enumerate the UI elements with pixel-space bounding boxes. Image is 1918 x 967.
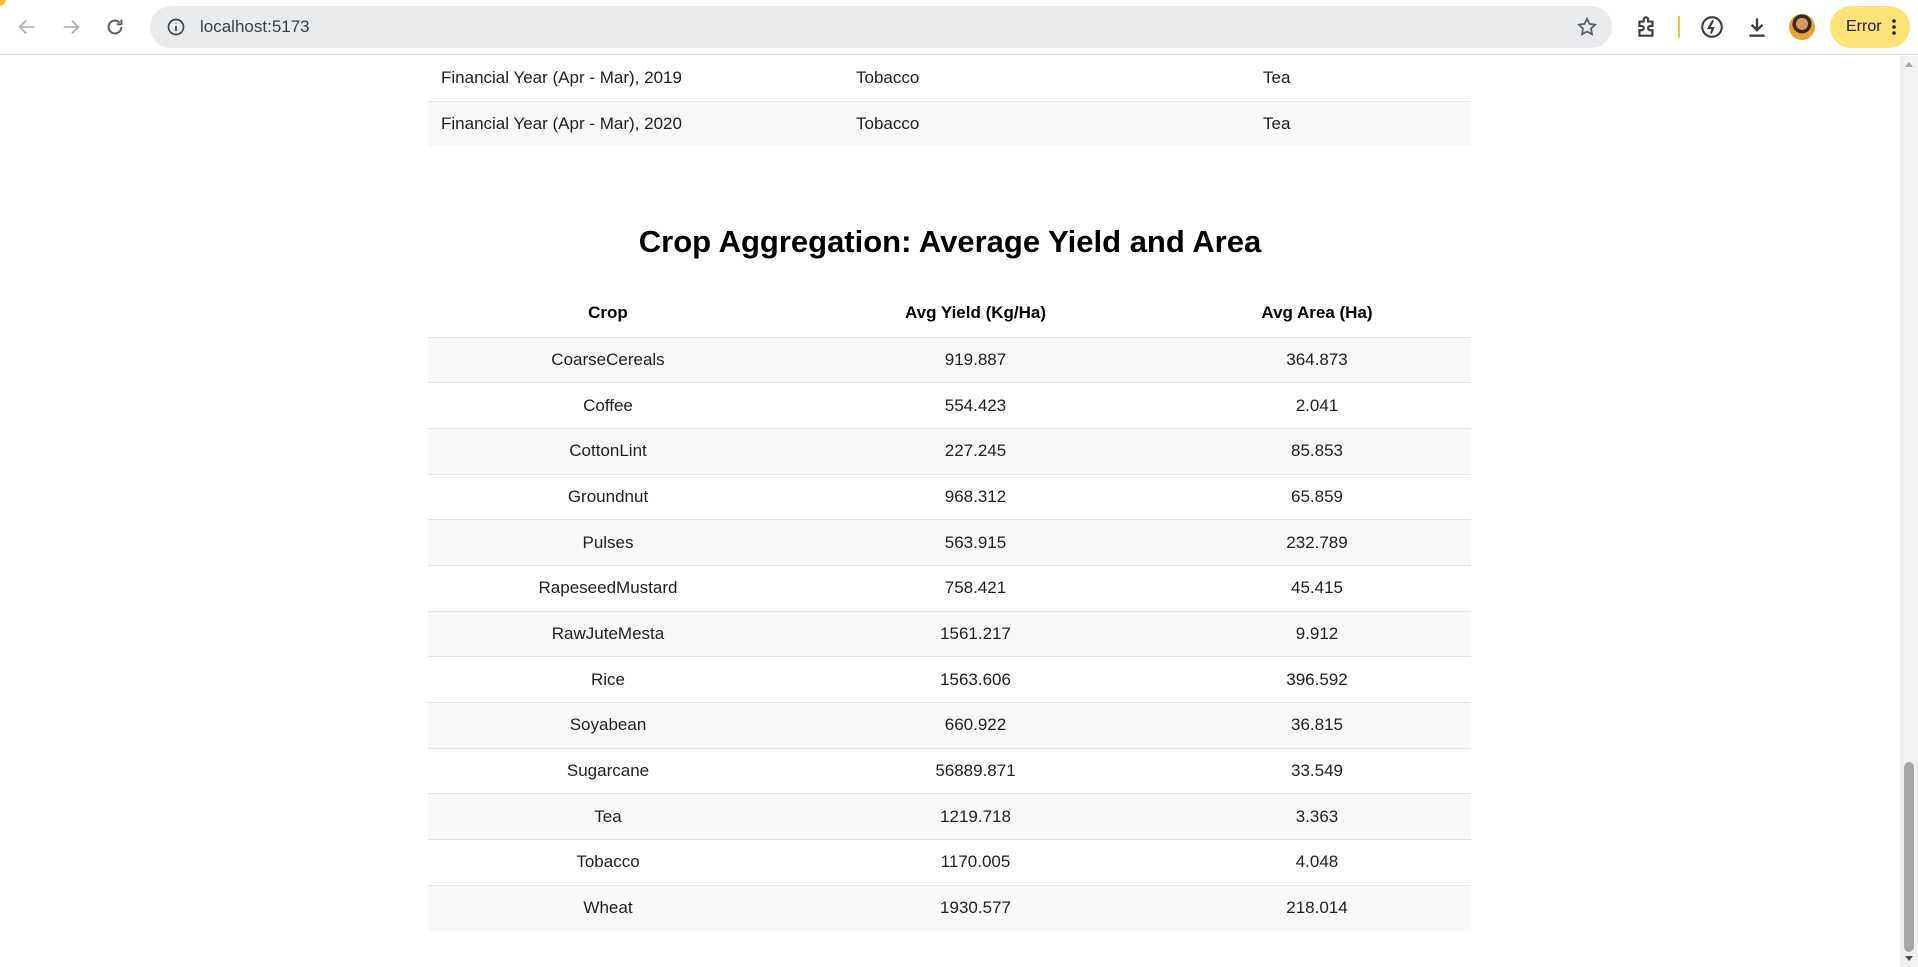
area-cell: 364.873 (1163, 337, 1471, 384)
crop-cell: RapeseedMustard (428, 565, 788, 612)
puzzle-icon[interactable] (1634, 14, 1660, 40)
yield-cell: 660.922 (788, 702, 1163, 749)
yield-cell: 56889.871 (788, 748, 1163, 795)
section-title: Crop Aggregation: Average Yield and Area (638, 224, 1262, 259)
star-icon[interactable] (1576, 16, 1598, 38)
table-row: RapeseedMustard 758.421 45.415 (428, 565, 1471, 612)
site-info-button[interactable] (156, 7, 196, 47)
scroll-up-arrow[interactable] (1905, 62, 1913, 67)
crop-cell: Tea (428, 793, 788, 841)
table-cell: Financial Year (Apr - Mar), 2019 (428, 56, 843, 102)
area-cell: 3.363 (1163, 793, 1471, 841)
toolbar-separator (1678, 16, 1680, 38)
table-row: Coffee 554.423 2.041 (428, 382, 1471, 429)
crop-cell: CottonLint (428, 428, 788, 475)
reload-icon (107, 19, 123, 35)
page-content: Financial Year (Apr - Mar), 2019 Tobacco… (0, 56, 1900, 967)
kebab-menu-icon[interactable] (1892, 19, 1896, 35)
yield-cell: 758.421 (788, 565, 1163, 612)
area-cell: 9.912 (1163, 611, 1471, 658)
yield-cell: 919.887 (788, 337, 1163, 384)
back-button[interactable] (5, 5, 49, 49)
table-row: CoarseCereals 919.887 364.873 (428, 337, 1471, 384)
crop-cell: Rice (428, 656, 788, 703)
yield-cell: 1170.005 (788, 839, 1163, 886)
crop-cell: Coffee (428, 382, 788, 429)
crop-aggregation-table: Crop Avg Yield (Kg/Ha) Avg Area (Ha) Coa… (428, 289, 1471, 931)
area-cell: 218.014 (1163, 885, 1471, 931)
avatar[interactable] (1789, 14, 1815, 40)
area-cell: 65.859 (1163, 474, 1471, 521)
page-scrollbar[interactable] (1900, 56, 1918, 967)
yield-cell: 1561.217 (788, 611, 1163, 658)
area-cell: 45.415 (1163, 565, 1471, 612)
crop-cell: Groundnut (428, 474, 788, 521)
yield-cell: 1563.606 (788, 656, 1163, 703)
yield-cell: 227.245 (788, 428, 1163, 475)
yield-cell: 1930.577 (788, 885, 1163, 931)
previous-table: Financial Year (Apr - Mar), 2019 Tobacco… (428, 56, 1471, 146)
info-icon (167, 18, 185, 36)
yield-cell: 563.915 (788, 519, 1163, 566)
crop-cell: Wheat (428, 885, 788, 931)
profile-error-button[interactable]: Error (1830, 6, 1910, 48)
area-cell: 2.041 (1163, 382, 1471, 429)
table-row: Groundnut 968.312 65.859 (428, 474, 1471, 521)
table-row: Soyabean 660.922 36.815 (428, 702, 1471, 749)
browser-toolbar: localhost:5173 Error (0, 0, 1918, 55)
table-row: Sugarcane 56889.871 33.549 (428, 748, 1471, 795)
yield-cell: 968.312 (788, 474, 1163, 521)
table-row: Financial Year (Apr - Mar), 2019 Tobacco… (428, 56, 1471, 102)
forward-button[interactable] (49, 5, 93, 49)
url-text[interactable]: localhost:5173 (200, 17, 310, 36)
status-dot (0, 0, 6, 6)
table-row: Wheat 1930.577 218.014 (428, 885, 1471, 931)
crop-cell: Soyabean (428, 702, 788, 749)
area-cell: 4.048 (1163, 839, 1471, 886)
table-row: Financial Year (Apr - Mar), 2020 Tobacco… (428, 101, 1471, 146)
yield-cell: 554.423 (788, 382, 1163, 429)
arrow-left-icon (18, 19, 35, 35)
area-cell: 85.853 (1163, 428, 1471, 475)
table-row: Rice 1563.606 396.592 (428, 656, 1471, 703)
area-cell: 396.592 (1163, 656, 1471, 703)
speedometer-icon[interactable] (1699, 14, 1725, 40)
crop-cell: Tobacco (428, 839, 788, 886)
table-cell: Tea (1250, 56, 1471, 102)
table-row: Pulses 563.915 232.789 (428, 519, 1471, 566)
crop-cell: Sugarcane (428, 748, 788, 795)
crop-cell: CoarseCereals (428, 337, 788, 384)
column-header-avg-area: Avg Area (Ha) (1163, 289, 1471, 338)
table-header-row: Crop Avg Yield (Kg/Ha) Avg Area (Ha) (428, 289, 1471, 338)
download-icon[interactable] (1744, 14, 1770, 40)
table-row: Tobacco 1170.005 4.048 (428, 839, 1471, 886)
column-header-avg-yield: Avg Yield (Kg/Ha) (788, 289, 1163, 338)
address-bar[interactable]: localhost:5173 (150, 6, 1612, 48)
table-row: RawJuteMesta 1561.217 9.912 (428, 611, 1471, 658)
scroll-thumb[interactable] (1904, 762, 1914, 952)
crop-cell: RawJuteMesta (428, 611, 788, 658)
table-cell: Tea (1250, 101, 1471, 146)
table-cell: Financial Year (Apr - Mar), 2020 (428, 101, 843, 146)
area-cell: 33.549 (1163, 748, 1471, 795)
reload-button[interactable] (93, 5, 137, 49)
scroll-down-arrow[interactable] (1905, 956, 1913, 961)
arrow-right-icon (63, 19, 80, 35)
yield-cell: 1219.718 (788, 793, 1163, 841)
table-row: Tea 1219.718 3.363 (428, 793, 1471, 841)
profile-error-label: Error (1846, 18, 1882, 35)
table-cell: Tobacco (843, 101, 1250, 146)
area-cell: 232.789 (1163, 519, 1471, 566)
column-header-crop: Crop (428, 289, 788, 338)
table-cell: Tobacco (843, 56, 1250, 102)
area-cell: 36.815 (1163, 702, 1471, 749)
table-row: CottonLint 227.245 85.853 (428, 428, 1471, 475)
crop-cell: Pulses (428, 519, 788, 566)
